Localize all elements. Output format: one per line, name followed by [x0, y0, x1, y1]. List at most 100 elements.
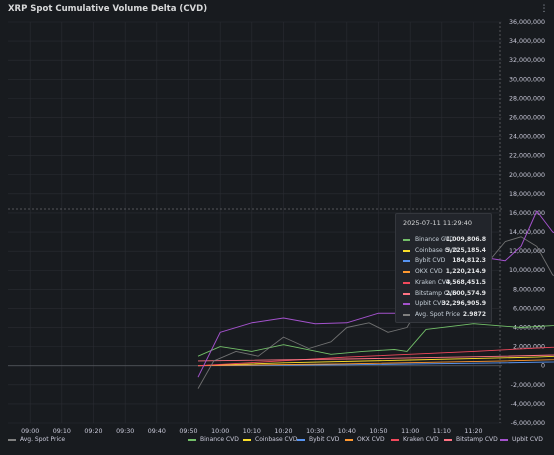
y-tick-label: 24,000,000 [509, 134, 545, 141]
x-tick-label: 11:10 [433, 428, 451, 435]
series-swatch [403, 313, 410, 316]
y-tick-label: 28,000,000 [509, 95, 545, 102]
y-tick-label: 8,000,000 [513, 286, 545, 293]
x-axis: 09:00 09:10 09:20 09:30 09:40 09:50 10:00 10:10… [21, 428, 482, 435]
legend-item[interactable]: Avg. Spot Price [8, 436, 65, 443]
tooltip-series-value: 2.9872 [462, 310, 486, 318]
tooltip-row: Avg. Spot Price 2.9872 [400, 310, 488, 320]
x-tick-label: 10:40 [338, 428, 356, 435]
y-tick-label: 30,000,000 [509, 76, 545, 83]
tooltip-series-name: Bitstamp CVD [415, 289, 457, 297]
crosshair [8, 22, 502, 423]
tooltip-row: Coinbase CVD 5,225,185.4 [400, 246, 488, 256]
y-tick-label: 16,000,000 [509, 210, 545, 217]
legend-swatch [345, 438, 353, 441]
y-tick-label: 22,000,000 [509, 153, 545, 160]
tooltip-series-name: Upbit CVD [415, 300, 446, 308]
y-tick-label: 20,000,000 [509, 172, 545, 179]
series-swatch [403, 281, 410, 284]
tooltip-series-name: Coinbase CVD [415, 246, 458, 254]
legend-swatch [243, 438, 251, 441]
tooltip-series-value: 1,220,214.9 [445, 268, 486, 276]
legend-swatch [391, 438, 399, 441]
legend-label: Coinbase CVD [255, 436, 298, 443]
tooltip-series-value: 4,568,451.5 [445, 278, 486, 286]
tooltip-series-name: Kraken CVD [415, 278, 451, 286]
x-tick-label: 09:40 [148, 428, 166, 435]
legend-item[interactable]: OKX CVD [345, 436, 385, 443]
tooltip-row: OKX CVD 1,220,214.9 [400, 267, 488, 277]
y-tick-label: 34,000,000 [509, 38, 545, 45]
y-tick-label: 36,000,000 [509, 19, 545, 26]
series-line-bybit-cvd[interactable] [197, 357, 554, 367]
series-line-okx-cvd[interactable] [197, 349, 554, 367]
series-swatch [403, 303, 410, 306]
y-tick-label: 26,000,000 [509, 114, 545, 121]
x-tick-label: 09:20 [84, 428, 102, 435]
y-tick-label: 32,000,000 [509, 57, 545, 64]
x-tick-label: 10:30 [306, 428, 324, 435]
legend-swatch [444, 438, 452, 441]
legend-swatch [297, 438, 305, 441]
panel-title: XRP Spot Cumulative Volume Delta (CVD) [8, 4, 208, 14]
series-line-kraken-cvd[interactable] [197, 323, 554, 367]
kebab-menu-icon[interactable]: ⋮ [539, 4, 549, 14]
series-swatch [403, 249, 410, 252]
x-tick-label: 10:20 [274, 428, 292, 435]
legend-label: Bitstamp CVD [456, 436, 498, 443]
series-line-binance-cvd[interactable] [197, 304, 554, 381]
y-tick-label: 12,000,000 [509, 248, 545, 255]
tooltip-series-value: 32,296,905.9 [441, 300, 486, 308]
legend-item[interactable]: Binance CVD [188, 436, 239, 443]
y-tick-label: -6,000,000 [511, 420, 545, 427]
x-tick-label: 10:10 [243, 428, 261, 435]
tooltip-row: Bybit CVD 184,812.3 [400, 256, 488, 266]
legend-item[interactable]: Bybit CVD [297, 436, 339, 443]
tooltip-series-name: Avg. Spot Price [415, 310, 461, 318]
tooltip-series-name: Binance CVD [415, 236, 454, 243]
tooltip-series-name: OKX CVD [415, 268, 443, 276]
legend-swatch [8, 438, 16, 441]
y-tick-label: 10,000,000 [509, 267, 545, 274]
legend-item[interactable]: Coinbase CVD [243, 436, 297, 443]
series-swatch [403, 271, 410, 274]
legend-item[interactable]: Kraken CVD [391, 436, 439, 443]
tooltip-row: Binance CVD -1,009,806.8 [400, 235, 488, 245]
tooltip-series-value: -1,009,806.8 [443, 236, 486, 243]
legend-label: Binance CVD [200, 436, 239, 443]
series-line-coinbase-cvd[interactable] [197, 316, 554, 367]
tooltip-series-value: 184,812.3 [452, 257, 486, 265]
legend-label: Upbit CVD [512, 436, 543, 443]
tooltip-row: Upbit CVD 32,296,905.9 [400, 299, 488, 309]
legend-label: Avg. Spot Price [20, 436, 66, 443]
series-line-bitstamp-cvd[interactable] [197, 341, 554, 362]
hover-tooltip: 2025-07-11 11:29:40 Binance CVD -1,009,80… [395, 213, 492, 323]
tooltip-series-name: Bybit CVD [415, 257, 446, 265]
y-tick-label: 18,000,000 [509, 191, 545, 198]
legend-label: OKX CVD [357, 436, 385, 443]
y-tick-label: -2,000,000 [511, 382, 545, 389]
tooltip-row: Bitstamp CVD 2,600,574.9 [400, 289, 488, 299]
x-tick-label: 09:50 [179, 428, 197, 435]
y-tick-label: 0 [541, 363, 545, 370]
series-line-upbit-cvd[interactable] [197, 65, 554, 378]
legend-item[interactable]: Upbit CVD [500, 436, 543, 443]
y-axis: 36,000,000 34,000,000 32,000,000 30,000,000… [509, 19, 545, 427]
y-tick-label: 6,000,000 [513, 305, 545, 312]
x-tick-label: 11:00 [401, 428, 419, 435]
series-lines [197, 65, 554, 389]
y-tick-label: 4,000,000 [513, 325, 545, 332]
y-tick-label: 2,000,000 [513, 344, 545, 351]
series-swatch [403, 239, 410, 241]
y-tick-label: -4,000,000 [511, 401, 545, 408]
legend-swatch [500, 438, 508, 441]
series-line-avg-spot-price[interactable] [197, 118, 554, 389]
x-tick-label: 10:00 [211, 428, 229, 435]
x-tick-label: 09:00 [21, 428, 39, 435]
x-tick-label: 11:20 [464, 428, 482, 435]
series-swatch [403, 292, 410, 295]
tooltip-series-value: 5,225,185.4 [445, 246, 486, 254]
legend-item[interactable]: Bitstamp CVD [444, 436, 498, 443]
legend-label: Bybit CVD [309, 436, 340, 443]
